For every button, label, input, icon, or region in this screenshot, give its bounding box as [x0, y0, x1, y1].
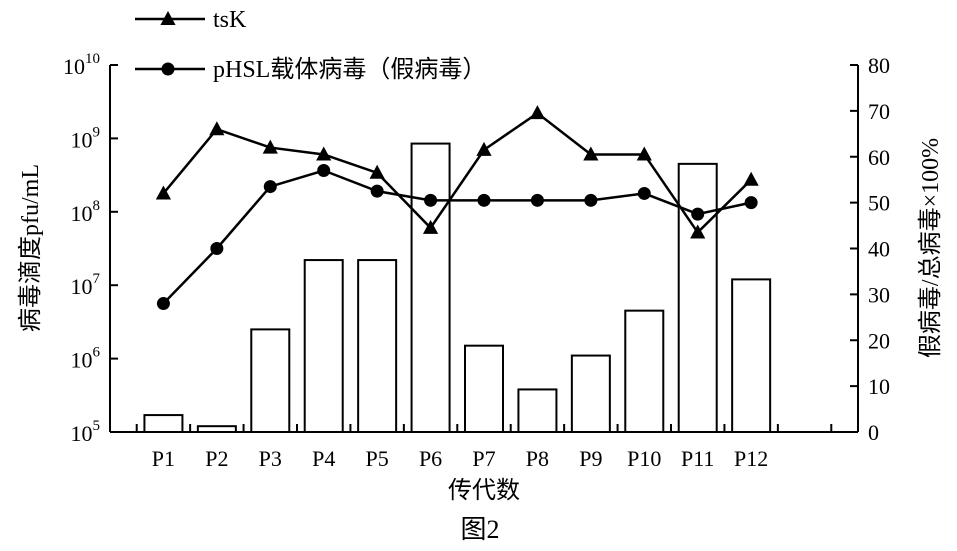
- circle-point: [477, 193, 491, 207]
- legend-circle-marker: [161, 62, 175, 76]
- circle-point: [263, 180, 277, 194]
- left-tick-label: 107: [71, 271, 101, 299]
- triangle-point: [316, 146, 332, 161]
- x-tick-label: P4: [312, 446, 335, 471]
- triangle-point: [583, 146, 599, 161]
- bar: [677, 162, 718, 434]
- x-tick-label: P11: [681, 446, 714, 471]
- x-tick-label: P10: [627, 446, 661, 471]
- x-tick-label: P9: [579, 446, 602, 471]
- bar: [624, 309, 665, 434]
- circle-point: [210, 242, 224, 255]
- right-tick-label: 0: [868, 420, 879, 445]
- left-tick-label: 1010: [63, 51, 100, 79]
- y2-axis-title: 假病毒/总病毒×100%: [917, 138, 944, 358]
- bar: [303, 259, 344, 433]
- triangle-point: [369, 164, 385, 179]
- legend-label: pHSL载体病毒（假病毒）: [213, 56, 486, 83]
- legend-label: tsK: [213, 7, 247, 33]
- bar: [570, 354, 611, 433]
- triangle-point: [209, 121, 225, 136]
- x-tick-label: P7: [472, 446, 495, 471]
- series-line: [162, 169, 752, 305]
- bar: [250, 328, 291, 433]
- right-tick-label: 60: [868, 145, 890, 170]
- right-tick-label: 50: [868, 191, 890, 216]
- circle-point: [317, 164, 331, 178]
- circle-point: [584, 193, 598, 207]
- right-tick-label: 30: [868, 282, 890, 307]
- x-tick-label: P12: [734, 446, 768, 471]
- right-tick-label: 20: [868, 328, 890, 353]
- legend-triangle-marker: [160, 11, 176, 25]
- left-tick-label: 105: [71, 418, 101, 446]
- x-tick-label: P1: [152, 446, 175, 471]
- triangle-point: [476, 141, 492, 156]
- x-axis-title: 传代数: [448, 477, 520, 504]
- circle-point: [370, 184, 384, 198]
- triangle-point: [636, 146, 652, 161]
- right-tick-label: 10: [868, 374, 890, 399]
- triangle-point: [422, 219, 439, 234]
- legend: tsK pHSL载体病毒（假病毒）: [135, 7, 486, 83]
- circle-point: [744, 196, 758, 210]
- triangle-point: [529, 105, 546, 120]
- x-tick-label: P8: [526, 446, 549, 471]
- circle-point: [691, 207, 705, 221]
- left-tick-label: 106: [71, 345, 101, 373]
- right-tick-label: 70: [868, 99, 890, 124]
- bar: [196, 425, 237, 434]
- left-tick-label: 109: [71, 124, 101, 152]
- triangle-point: [743, 171, 759, 186]
- x-tick-label: P2: [205, 446, 228, 471]
- bar: [464, 344, 504, 433]
- bar: [731, 278, 772, 433]
- right-tick-label: 40: [868, 237, 890, 262]
- bar: [143, 414, 184, 434]
- series-line: [162, 111, 753, 235]
- x-tick-label: P3: [259, 446, 282, 471]
- circle-point: [530, 193, 544, 207]
- right-tick-label: 80: [868, 53, 890, 78]
- bar: [410, 142, 451, 433]
- circle-point: [637, 186, 651, 200]
- line-series: [155, 105, 759, 311]
- triangle-point: [262, 139, 278, 154]
- chart-axes: 105 106 107 108 109 1010 0 10 20 30 40 50 60 70 80 P1 P2…: [63, 51, 890, 471]
- left-tick-label: 108: [71, 198, 101, 226]
- triangle-point: [690, 224, 706, 239]
- x-tick-label: P6: [419, 446, 442, 471]
- bar: [357, 259, 398, 433]
- x-tick-label: P5: [366, 446, 389, 471]
- circle-point: [424, 193, 438, 207]
- triangle-point: [155, 185, 172, 200]
- figure-caption: 图2: [460, 515, 499, 544]
- bar: [517, 388, 558, 433]
- y-axis-title: 病毒滴度pfu/mL: [17, 164, 44, 332]
- circle-point: [156, 297, 170, 311]
